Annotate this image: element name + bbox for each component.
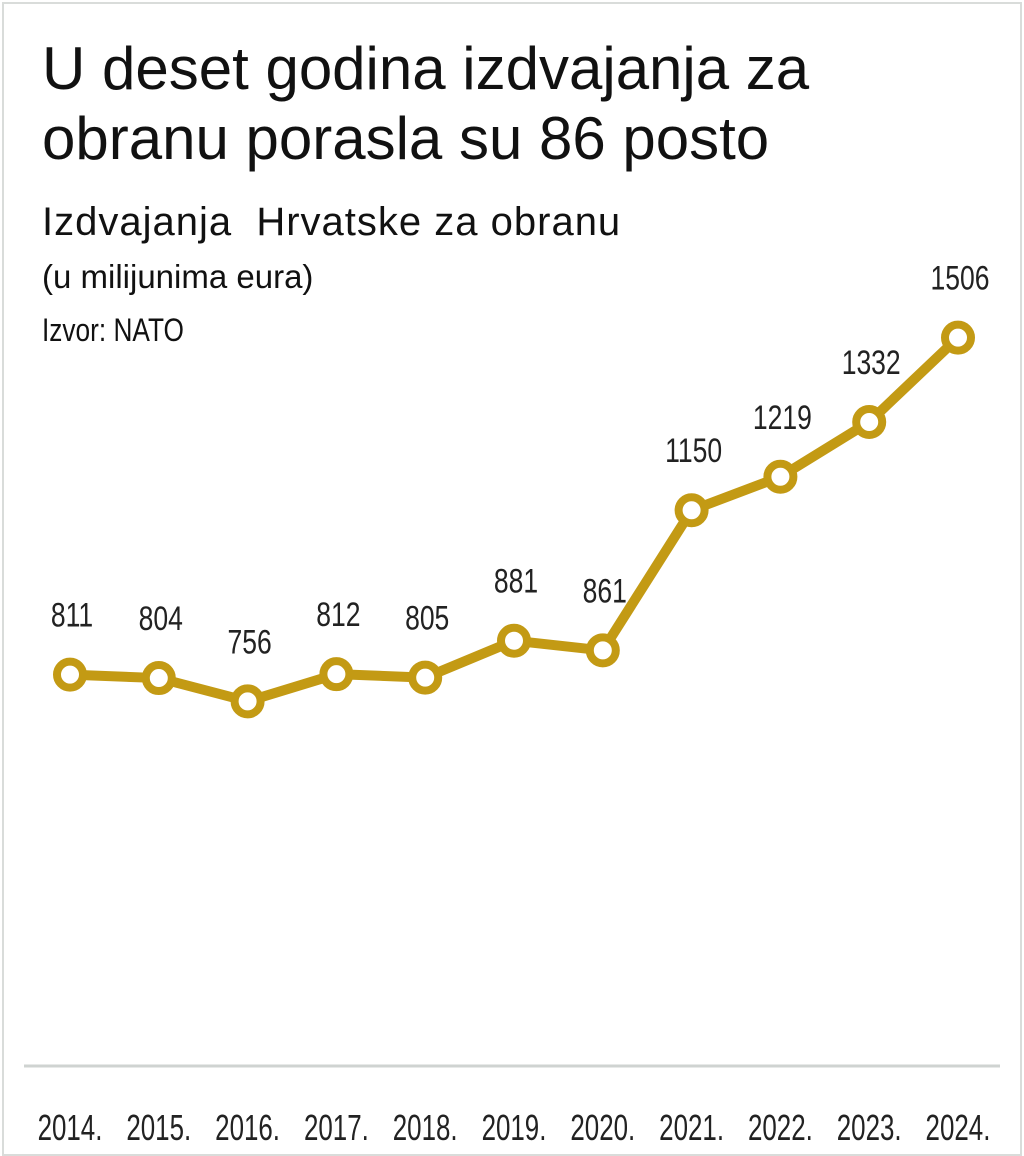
point xyxy=(319,657,354,692)
point xyxy=(852,404,887,439)
data-label: 804 xyxy=(139,600,183,638)
x-tick-label: 2022. xyxy=(748,1108,813,1148)
data-label: 1506 xyxy=(931,259,990,297)
point xyxy=(941,320,975,355)
point xyxy=(141,661,176,696)
point xyxy=(230,684,265,719)
x-tick-label: 2017. xyxy=(304,1108,369,1148)
data-label: 756 xyxy=(227,623,271,661)
point xyxy=(53,657,87,692)
x-tick-label: 2018. xyxy=(393,1108,458,1148)
x-tick-label: 2016. xyxy=(215,1108,280,1148)
data-label: 811 xyxy=(51,597,93,635)
data-label: 1219 xyxy=(753,399,812,437)
data-label: 1332 xyxy=(842,344,901,382)
data-label: 812 xyxy=(316,596,360,634)
point xyxy=(408,660,443,695)
chart-subtitle: Izdvajanja Hrvatske za obranu xyxy=(42,200,622,244)
data-label: 861 xyxy=(583,572,627,610)
x-tick-label: 2015. xyxy=(126,1108,191,1148)
x-tick-label: 2021. xyxy=(659,1108,724,1148)
data-label: 805 xyxy=(405,599,449,637)
unit-note: (u milijunima eura) xyxy=(42,258,314,295)
x-tick-label: 2023. xyxy=(837,1108,902,1148)
point xyxy=(674,493,709,528)
point xyxy=(585,633,620,668)
source: Izvor: NATO xyxy=(42,312,184,348)
x-tick-label: 2020. xyxy=(570,1108,635,1148)
x-tick-label: 2019. xyxy=(482,1108,547,1148)
chart-title: U deset godina izdvajanja za obranu pora… xyxy=(42,35,810,172)
point xyxy=(763,459,798,494)
point xyxy=(497,623,531,658)
x-tick-label: 2024. xyxy=(926,1108,991,1148)
data-label: 1150 xyxy=(665,432,722,470)
x-tick-label: 2014. xyxy=(38,1108,103,1148)
data-label: 881 xyxy=(494,563,538,601)
